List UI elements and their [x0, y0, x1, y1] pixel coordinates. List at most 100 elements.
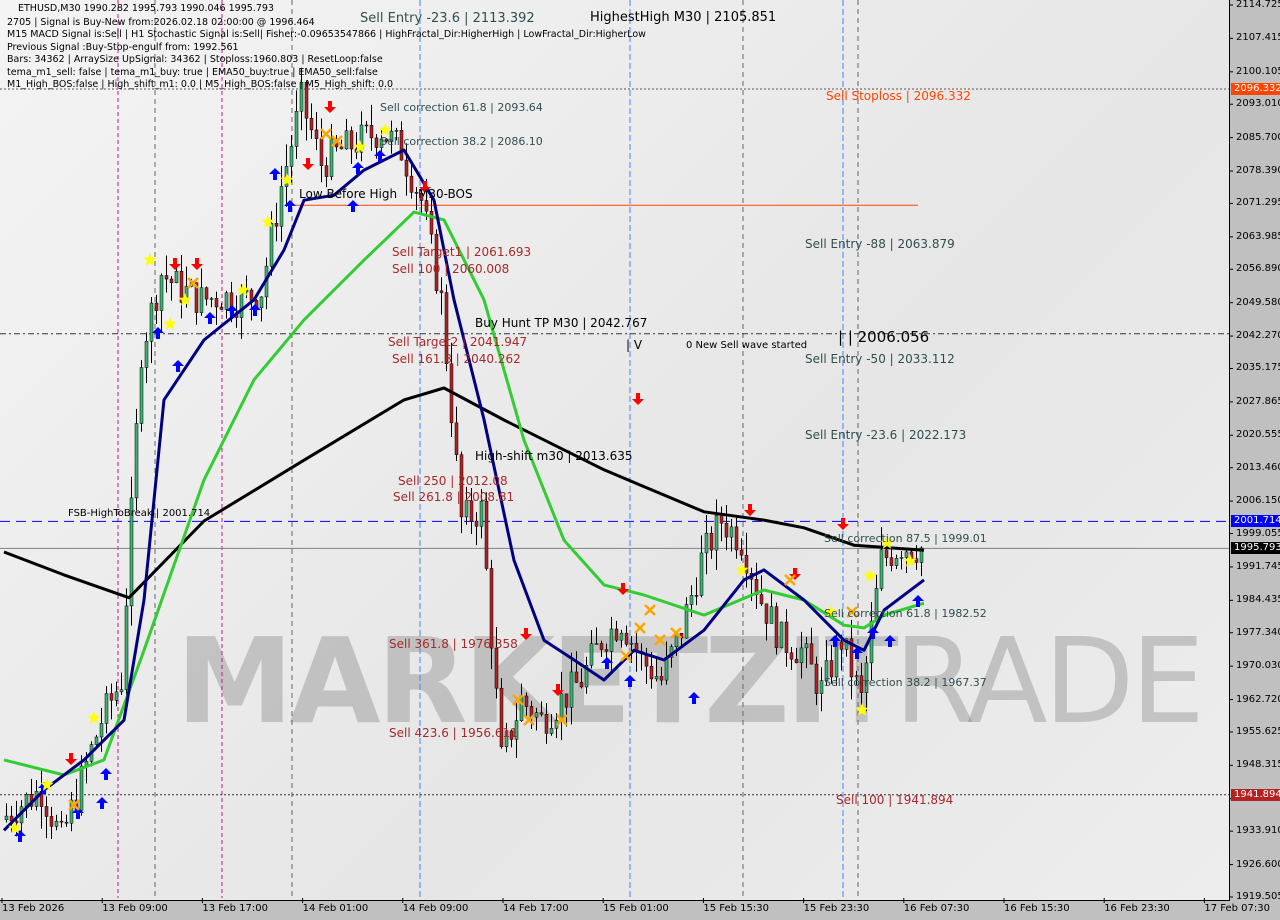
candle-body — [444, 292, 449, 365]
time-tick-label: 13 Feb 2026 — [2, 903, 65, 914]
candle-body — [124, 605, 129, 690]
cross-icon — [556, 714, 568, 726]
time-tick-label: 17 Feb 07:30 — [1204, 903, 1270, 914]
candle-body — [114, 691, 119, 701]
candle-body — [654, 676, 659, 680]
cross-icon — [187, 277, 199, 289]
candle — [524, 692, 529, 718]
candle-body — [69, 799, 74, 824]
candle — [614, 620, 619, 643]
candle-body — [789, 652, 794, 660]
time-tick-label: 14 Feb 01:00 — [302, 903, 369, 914]
chart-annotation: Sell correction 87.5 | 1999.01 — [824, 532, 987, 545]
candle-body — [894, 558, 899, 566]
candle-body — [619, 632, 624, 641]
buy-arrow-icon — [884, 635, 896, 647]
candle-body — [724, 522, 729, 538]
candle — [719, 506, 724, 542]
candle — [754, 562, 759, 610]
price-tick-label: 2100.105 — [1236, 65, 1280, 77]
plot-area[interactable] — [0, 0, 1230, 901]
candle — [439, 277, 444, 315]
moving-average-line — [3, 210, 925, 777]
candle-body — [549, 728, 554, 734]
candle-body — [99, 723, 104, 738]
candle — [219, 303, 224, 310]
candle-body — [364, 124, 369, 127]
candle — [774, 602, 779, 655]
candle — [209, 296, 214, 308]
price-tick-label: 1999.055 — [1236, 527, 1280, 539]
candle — [124, 588, 129, 710]
candle — [199, 268, 204, 316]
candle — [619, 629, 624, 648]
candle — [734, 516, 739, 559]
candle-body — [594, 643, 599, 645]
buy-arrow-icon — [688, 692, 700, 704]
candle — [854, 670, 859, 685]
candle — [684, 597, 689, 639]
candle — [594, 627, 599, 645]
candle — [504, 722, 509, 753]
candle — [739, 538, 744, 561]
star-icon — [824, 605, 838, 618]
candle-body — [339, 146, 344, 150]
candle — [714, 499, 719, 570]
candle — [764, 603, 769, 641]
sell-arrow-icon — [169, 258, 181, 270]
buy-arrow-icon — [226, 305, 238, 317]
price-tick-label: 2006.150 — [1236, 495, 1280, 507]
candle-body — [414, 192, 419, 194]
candle-body — [299, 81, 304, 112]
star-icon — [87, 711, 101, 724]
candle — [94, 734, 99, 746]
chart-annotation: Sell 261.8 | 2008.81 — [393, 490, 515, 504]
candle — [179, 255, 184, 319]
info-line: 2705 | Signal is Buy-New from:2026.02.18… — [7, 17, 315, 28]
price-tick-label: 2056.890 — [1236, 263, 1280, 275]
candle-body — [439, 290, 444, 293]
candle — [59, 810, 64, 828]
candle — [69, 791, 74, 832]
candle-body — [374, 137, 379, 148]
candle — [564, 693, 569, 727]
candle-body — [534, 712, 539, 718]
cross-icon — [654, 634, 666, 646]
candle — [104, 686, 109, 734]
price-tick-label: 2020.555 — [1236, 429, 1280, 441]
candle-body — [389, 130, 394, 142]
candle — [649, 652, 654, 689]
candle-body — [394, 130, 399, 132]
candle-body — [409, 175, 414, 193]
candle-body — [544, 714, 549, 734]
candle-body — [849, 638, 854, 678]
candle-body — [739, 549, 744, 556]
candle-body — [419, 193, 424, 201]
candle — [584, 656, 589, 694]
candle-body — [604, 649, 609, 652]
candle — [324, 157, 329, 188]
star-icon — [735, 563, 749, 576]
candle-body — [54, 820, 59, 827]
candle — [444, 284, 449, 372]
chart-annotation: | | 2006.056 — [838, 328, 930, 346]
candle — [289, 135, 294, 183]
candle-body — [279, 186, 284, 227]
time-tick-label: 16 Feb 15:30 — [1004, 903, 1070, 914]
candle — [849, 619, 854, 700]
candle-body — [459, 454, 464, 518]
candle-body — [134, 423, 139, 499]
chart-annotation: Sell 161.8 | 2040.262 — [392, 352, 521, 366]
candle-body — [584, 665, 589, 688]
price-tick-label: 1984.435 — [1236, 594, 1280, 606]
candle-body — [504, 730, 509, 747]
candle-body — [774, 606, 779, 649]
candle — [419, 188, 424, 215]
candle — [704, 514, 709, 575]
cross-icon — [523, 714, 535, 726]
buy-arrow-icon — [284, 200, 296, 212]
candle-body — [4, 815, 9, 821]
candle-body — [519, 695, 524, 721]
